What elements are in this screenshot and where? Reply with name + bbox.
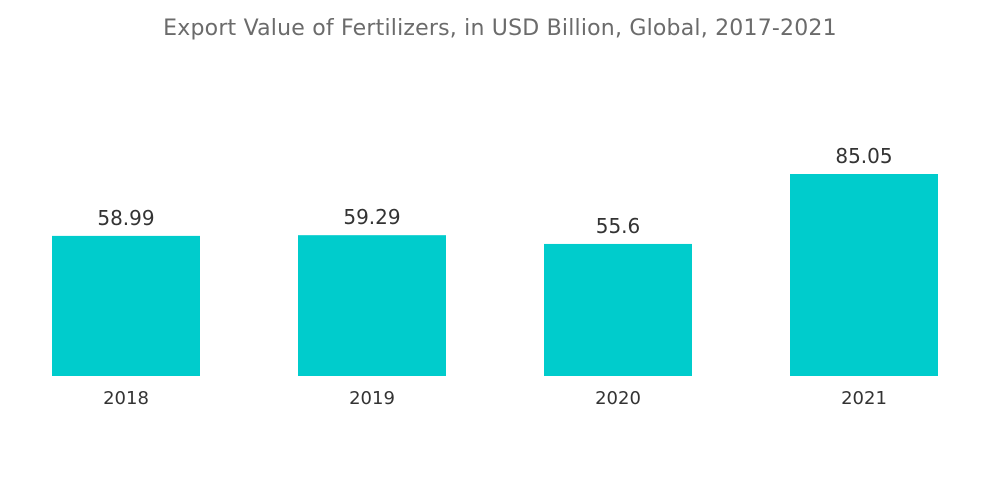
x-tick-labels-group: 2018 2019 2020 2021	[103, 388, 887, 409]
bar-2018	[52, 235, 200, 376]
x-tick-label-2020: 2020	[595, 388, 641, 409]
value-label-2019: 59.29	[343, 205, 400, 229]
x-tick-label-2018: 2018	[103, 388, 149, 409]
value-label-2020: 55.6	[596, 214, 641, 238]
value-label-2018: 58.99	[97, 206, 154, 230]
value-labels-group: 58.99 59.29 55.6 85.05	[97, 144, 892, 238]
value-label-2021: 85.05	[835, 144, 892, 168]
chart-title: Export Value of Fertilizers, in USD Bill…	[163, 16, 837, 41]
x-tick-label-2021: 2021	[841, 388, 887, 409]
bar-2020	[544, 243, 692, 376]
x-tick-label-2019: 2019	[349, 388, 395, 409]
bar-2021	[790, 174, 938, 376]
bars-group	[52, 174, 938, 376]
bar-2019	[298, 235, 446, 376]
